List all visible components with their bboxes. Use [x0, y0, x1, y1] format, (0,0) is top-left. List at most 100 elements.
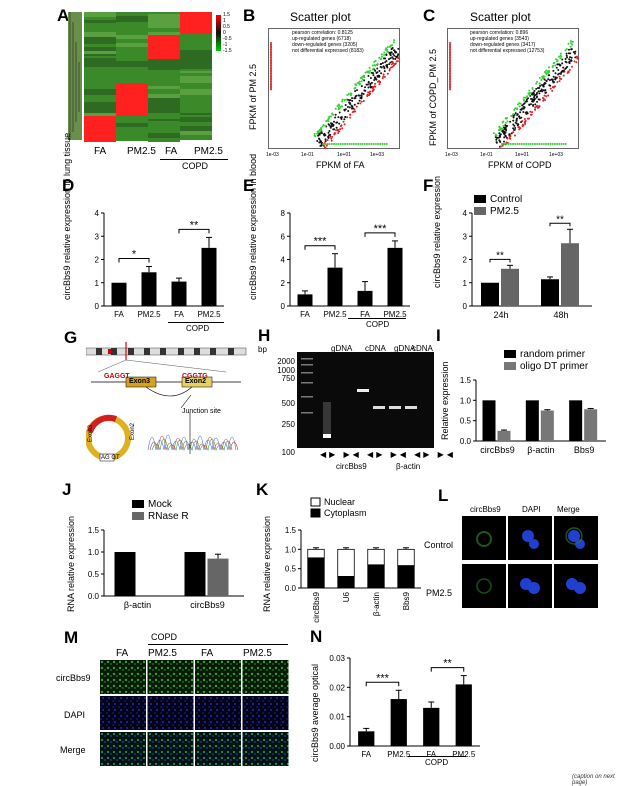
scatter-point: [339, 112, 341, 114]
scatter-point: [535, 88, 537, 90]
scatter-point: [506, 138, 508, 140]
scatter-point: [338, 123, 340, 125]
heatmap: [68, 12, 238, 142]
scatter-point: [367, 75, 369, 77]
y-axis-label: RNA relative expression: [66, 492, 76, 612]
gene-label: β-actin: [396, 462, 420, 471]
y-tick-label: 2: [281, 279, 286, 288]
junction-site-label: Junction site: [182, 408, 221, 415]
scatter-point: [544, 99, 546, 101]
scatter-point: [341, 127, 343, 129]
bar: [358, 291, 373, 306]
scatter-point: [560, 73, 562, 75]
scatter-point: [538, 143, 540, 145]
heatmap-cell: [148, 125, 180, 127]
scatter-point: [343, 118, 345, 120]
scatter-point: [372, 65, 374, 67]
scatter-point: [554, 78, 556, 80]
panel-label-m: M: [64, 628, 78, 648]
scatter-point: [547, 78, 549, 80]
scatter-point: [356, 106, 358, 108]
scatter-point: [319, 145, 321, 147]
scatter-point: [322, 143, 324, 145]
significance-label: *: [132, 248, 137, 260]
heatmap-cell: [84, 89, 116, 95]
scatter-point: [536, 81, 538, 83]
bp-label: bp: [258, 345, 267, 354]
heatmap-cell: [84, 116, 116, 122]
stacked-bar-segment: [308, 558, 325, 588]
scatter-point: [558, 56, 560, 58]
tissue-image-tile: [195, 660, 241, 694]
scatter-point: [509, 137, 511, 139]
scatter-point: [391, 47, 393, 49]
scatter-point: [344, 123, 346, 125]
scatter-point: [499, 134, 501, 136]
heatmap-cell: [116, 71, 148, 76]
scatter-point: [320, 127, 322, 129]
y-tick-label: 3: [463, 232, 468, 241]
scatter-point: [379, 81, 381, 83]
scatter-point: [371, 90, 373, 92]
heatmap-cell: [84, 32, 116, 37]
scatter-point: [344, 116, 346, 118]
tissue-image-tile: [100, 696, 146, 730]
scatter-point: [374, 86, 376, 88]
x-tick-label: 24h: [493, 310, 508, 320]
heatmap-cell: [148, 70, 180, 74]
significance-label: ***: [376, 672, 390, 684]
heatmap-cell: [180, 135, 212, 140]
significance-label: **: [496, 250, 504, 261]
panel-label-g: G: [64, 328, 77, 348]
scatter-point: [333, 121, 335, 123]
scatter-point: [380, 66, 382, 68]
scatter-point: [512, 127, 514, 129]
scatter-point: [572, 41, 574, 43]
x-tick-label: FA: [300, 310, 310, 319]
scatter-point: [359, 83, 361, 85]
scatter-point: [497, 137, 499, 139]
scatter-point: [529, 111, 531, 113]
ladder-band: 250: [273, 420, 295, 429]
ladder-labels: 2000 1000 750 500 250 100: [273, 357, 295, 457]
scatter-point: [324, 143, 326, 145]
tissue-image-tile: [100, 732, 146, 766]
scatter-point: [532, 143, 534, 145]
group-label: COPD: [366, 320, 389, 329]
scatter-point: [557, 69, 559, 71]
heatmap-cell: [180, 113, 212, 115]
bar: [481, 283, 499, 306]
scatter-point: [525, 113, 527, 115]
scatter-point: [375, 143, 377, 145]
scatter-point: [351, 143, 353, 145]
scatter-point: [270, 88, 272, 90]
stacked-bar-segment: [398, 549, 415, 565]
scatter-point: [345, 104, 347, 106]
scatter-point: [340, 143, 342, 145]
scatter-point: [393, 65, 395, 67]
scatter-point: [558, 143, 560, 145]
x-tick: 1e+03: [370, 152, 384, 158]
scatter-point: [384, 76, 386, 78]
scatter-point: [346, 94, 348, 96]
scatter-point: [524, 118, 526, 120]
scatter-point: [323, 124, 325, 126]
scatter-point: [366, 94, 368, 96]
bar: [391, 699, 407, 746]
scatter-point: [534, 98, 536, 100]
heatmap-cell: [148, 52, 180, 55]
scatter-point: [363, 100, 365, 102]
scatter-point: [333, 128, 335, 130]
x-tick-label: FA: [174, 310, 184, 319]
heatmap-cell: [116, 116, 148, 123]
scatter-point: [512, 120, 514, 122]
heatmap-cell: [148, 110, 180, 113]
scatter-point: [378, 70, 380, 72]
heatmap-cell: [148, 74, 180, 81]
scatter-point: [314, 135, 316, 137]
scatter-point: [568, 61, 570, 63]
